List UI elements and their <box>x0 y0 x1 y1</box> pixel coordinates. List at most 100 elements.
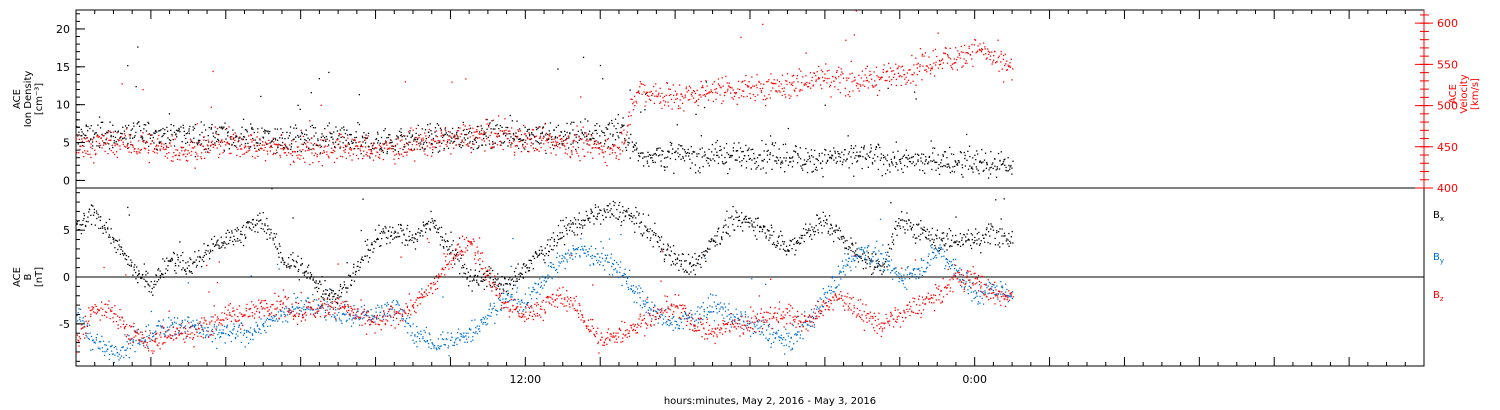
point-velocity <box>456 134 458 137</box>
point-velocity <box>799 89 801 91</box>
point-velocity <box>949 58 952 60</box>
point-density <box>969 155 971 158</box>
point-density <box>239 137 241 139</box>
point-velocity <box>828 77 830 80</box>
point-bx <box>319 281 321 283</box>
point-density <box>938 164 940 166</box>
point-bx <box>745 218 748 220</box>
point-density <box>196 144 199 146</box>
point-bx <box>920 233 922 236</box>
point-velocity <box>339 155 342 157</box>
point-velocity <box>239 156 241 158</box>
point-bx <box>419 235 421 237</box>
point-bx <box>442 246 445 248</box>
point-by <box>230 332 232 334</box>
point-density <box>619 132 621 134</box>
point-density <box>178 129 180 131</box>
point-bx <box>877 262 880 265</box>
point-density <box>714 148 716 150</box>
point-density <box>688 155 690 157</box>
point-bx <box>307 272 309 274</box>
point-density <box>199 139 201 142</box>
point-density <box>618 137 620 139</box>
point-velocity <box>120 136 122 138</box>
point-density <box>227 131 229 133</box>
point-bx <box>515 267 517 269</box>
point-density <box>872 157 874 159</box>
point-velocity <box>575 150 577 152</box>
point-velocity <box>901 76 903 78</box>
point-density <box>801 167 803 169</box>
point-density <box>319 144 321 146</box>
point-density <box>856 160 859 162</box>
point-velocity <box>932 50 934 52</box>
point-bx <box>242 244 245 247</box>
point-velocity <box>687 89 690 92</box>
point-velocity <box>963 58 965 60</box>
point-bx <box>105 231 107 233</box>
point-density <box>763 158 765 161</box>
point-velocity <box>109 130 111 132</box>
point-density <box>219 141 222 143</box>
point-density <box>650 154 652 156</box>
point-velocity <box>710 89 712 91</box>
point-bx <box>943 244 945 246</box>
point-velocity <box>623 143 625 145</box>
point-bx <box>897 225 899 227</box>
point-velocity <box>403 143 406 146</box>
point-bx <box>969 244 972 247</box>
point-velocity <box>426 145 428 147</box>
point-velocity <box>371 145 373 147</box>
point-density <box>218 126 221 128</box>
point-density <box>925 156 927 158</box>
point-density <box>513 139 515 141</box>
point-velocity <box>947 55 949 57</box>
point-bx <box>941 240 943 242</box>
point-density <box>319 152 322 154</box>
point-velocity <box>518 141 520 143</box>
point-density <box>446 134 448 136</box>
point-density <box>616 131 618 134</box>
point-velocity <box>701 85 704 87</box>
point-velocity <box>575 141 577 143</box>
point-bx <box>1007 239 1009 241</box>
point-bx <box>638 212 640 214</box>
point-density <box>185 137 187 140</box>
point-density <box>87 125 89 128</box>
point-bx <box>771 243 774 245</box>
point-by <box>84 332 87 334</box>
point-velocity <box>475 136 477 139</box>
point-density <box>317 139 319 142</box>
point-velocity <box>207 145 209 147</box>
point-by <box>155 330 157 332</box>
point-density <box>363 132 365 134</box>
point-bx <box>873 266 876 268</box>
point-density <box>765 143 767 145</box>
point-velocity <box>441 134 444 136</box>
point-density <box>210 128 212 130</box>
point-bx <box>661 249 663 251</box>
point-bx <box>445 233 447 235</box>
point-density <box>379 148 381 150</box>
point-velocity <box>627 124 629 126</box>
point-bx <box>910 229 913 231</box>
point-velocity <box>188 144 190 146</box>
point-density <box>930 140 932 142</box>
point-bx <box>360 258 362 260</box>
point-density <box>888 165 891 167</box>
point-velocity <box>414 160 416 162</box>
point-velocity <box>328 140 331 142</box>
point-velocity <box>90 156 92 159</box>
point-bx <box>646 237 648 239</box>
point-density <box>903 154 906 156</box>
point-density <box>468 132 470 134</box>
point-density <box>902 155 904 158</box>
point-density <box>451 133 453 135</box>
point-bx <box>923 226 925 228</box>
point-bx <box>119 246 121 248</box>
point-bx <box>463 263 466 266</box>
point-density <box>292 139 294 141</box>
point-density <box>181 141 183 143</box>
point-bx <box>587 219 589 221</box>
point-density <box>699 148 701 150</box>
